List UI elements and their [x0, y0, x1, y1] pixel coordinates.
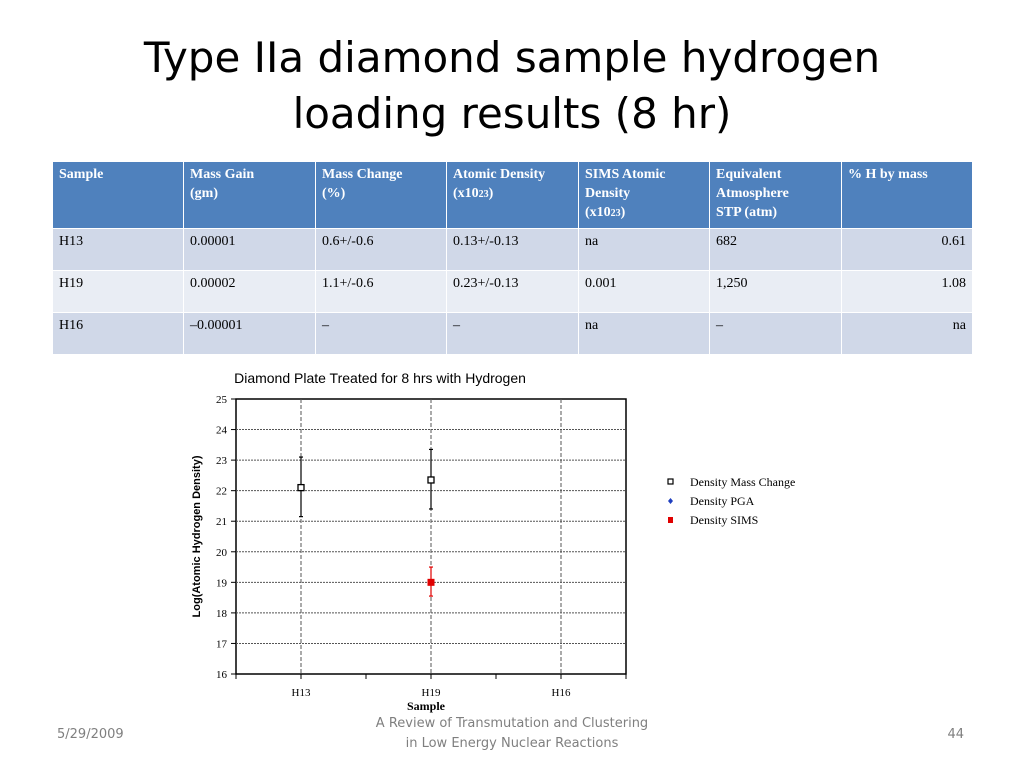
header-mass-gain: Mass Gain (gm) [183, 161, 316, 229]
table-cell: – [446, 312, 579, 355]
y-tick-label: 16 [216, 669, 228, 681]
legend-label: Density SIMS [690, 513, 758, 527]
table-row: H16 –0.00001 – – na – na [52, 312, 973, 355]
table-cell: 0.61 [841, 228, 973, 271]
y-axis-label: Log(Atomic Hydrogen Density) [191, 455, 203, 617]
table-cell: 0.00002 [183, 270, 316, 313]
x-tick-label: H13 [292, 687, 311, 699]
table-cell: 0.00001 [183, 228, 316, 271]
plot-area [235, 398, 627, 675]
y-tick-label: 18 [216, 608, 228, 620]
table-header-row: Sample Mass Gain (gm) Mass Change (%) Atom… [52, 161, 973, 229]
y-tick-label: 20 [216, 547, 228, 559]
header-sample: Sample [52, 161, 184, 229]
table-cell: na [841, 312, 973, 355]
y-tick-label: 17 [216, 638, 228, 650]
table-cell: H19 [52, 270, 184, 313]
data-point [427, 578, 435, 586]
y-tick-label: 24 [216, 425, 228, 437]
footer-center: A Review of Transmutation and Clustering… [340, 714, 684, 754]
legend-marker [668, 498, 673, 504]
y-tick-label: 21 [216, 516, 227, 528]
table-cell: 682 [709, 228, 842, 271]
legend-label: Density Mass Change [690, 475, 795, 489]
slide-title-line-1: Type IIa diamond sample hydrogen [143, 33, 881, 82]
footer-date: 5/29/2009 [57, 727, 124, 742]
header-atomic-density: Atomic Density (x1023) [446, 161, 579, 229]
legend-label: Density PGA [690, 494, 755, 508]
footer-center-line-1: A Review of Transmutation and Clustering [375, 716, 649, 731]
table-cell: 0.6+/-0.6 [315, 228, 447, 271]
legend-marker [668, 517, 673, 523]
legend-marker [667, 478, 674, 485]
header-h-by-mass: % H by mass [841, 161, 973, 229]
y-tick-label: 23 [216, 455, 228, 467]
x-tick-label: H16 [552, 687, 571, 699]
page-number: 44 [947, 727, 964, 742]
table-cell: na [578, 228, 710, 271]
table-cell: H13 [52, 228, 184, 271]
x-axis-label: Sample [407, 699, 446, 713]
table-cell: – [709, 312, 842, 355]
table-cell: –0.00001 [183, 312, 316, 355]
table-cell: 0.23+/-0.13 [446, 270, 579, 313]
slide-title: Type IIa diamond sample hydrogen loading… [40, 30, 984, 142]
data-point [297, 483, 305, 492]
y-tick-label: 25 [216, 394, 228, 406]
y-tick-label: 22 [216, 486, 227, 498]
table-cell: 0.001 [578, 270, 710, 313]
slide-title-line-2: loading results (8 hr) [292, 89, 732, 138]
chart-title: Diamond Plate Treated for 8 hrs with Hyd… [234, 370, 526, 386]
table-row: H13 0.00001 0.6+/-0.6 0.13+/-0.13 na 682… [52, 228, 973, 271]
table-cell: 1.1+/-0.6 [315, 270, 447, 313]
data-point [427, 476, 435, 484]
header-equivalent-atmosphere: Equivalent Atmosphere STP (atm) [709, 161, 842, 229]
header-mass-change: Mass Change (%) [315, 161, 447, 229]
table-cell: 1.08 [841, 270, 973, 313]
header-sims-atomic-density: SIMS Atomic Density (x1023) [578, 161, 710, 229]
table-row: H19 0.00002 1.1+/-0.6 0.23+/-0.13 0.001 … [52, 270, 973, 313]
table-cell: – [315, 312, 447, 355]
x-tick-label: H19 [422, 687, 441, 699]
chart: Diamond Plate Treated for 8 hrs with Hyd… [170, 362, 830, 722]
table-cell: 1,250 [709, 270, 842, 313]
y-tick-label: 19 [216, 577, 228, 589]
table-cell: 0.13+/-0.13 [446, 228, 579, 271]
footer-center-line-2: in Low Energy Nuclear Reactions [405, 736, 619, 751]
results-table: Sample Mass Gain (gm) Mass Change (%) Atom… [52, 161, 973, 355]
table-cell: na [578, 312, 710, 355]
chart-svg: Diamond Plate Treated for 8 hrs with Hyd… [191, 370, 795, 713]
table-cell: H16 [52, 312, 184, 355]
